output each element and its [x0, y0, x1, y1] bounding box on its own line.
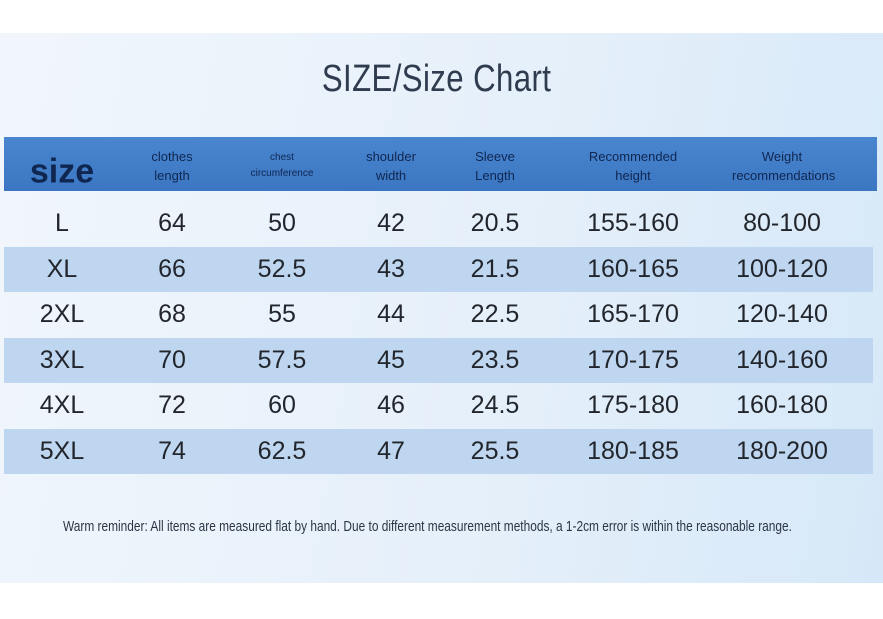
table-cell: 22.5 — [470, 300, 520, 328]
table-cell: 25.5 — [470, 436, 520, 465]
row-stripe — [4, 246, 873, 292]
background-panel — [0, 33, 883, 583]
table-cell: L — [55, 209, 69, 237]
row-stripe — [4, 428, 873, 474]
table-cell: 45 — [377, 345, 405, 374]
table-cell: 70 — [158, 345, 186, 374]
table-cell: 24.5 — [470, 391, 520, 419]
table-cell: 2XL — [39, 300, 85, 328]
table-cell: 62.5 — [257, 436, 307, 465]
title: SIZE/Size Chart — [321, 58, 552, 100]
table-cell: 42 — [377, 209, 405, 237]
table-cell: 72 — [158, 391, 186, 419]
table-cell: 3XL — [39, 345, 85, 374]
table-cell: 20.5 — [470, 209, 520, 237]
note: Warm reminder: All items are measured fl… — [63, 519, 792, 535]
header-cell: Recommended height — [588, 149, 678, 183]
table-cell: 52.5 — [257, 254, 307, 283]
table-cell: 160-180 — [736, 391, 828, 419]
header-cell: size — [29, 152, 95, 191]
header-cell: shoulder width — [366, 149, 416, 183]
header-cell: clothes length — [151, 149, 193, 183]
table-cell: 57.5 — [257, 345, 307, 374]
table-cell: 66 — [158, 254, 186, 283]
table-cell: 165-170 — [587, 300, 679, 328]
table-cell: 60 — [268, 391, 296, 419]
table-cell: 43 — [377, 254, 405, 283]
table-cell: 80-100 — [743, 209, 821, 237]
header-cell: Sleeve Length — [475, 149, 515, 183]
table-cell: 5XL — [39, 436, 85, 465]
table-cell: 140-160 — [736, 345, 828, 374]
table-cell: 155-160 — [587, 209, 679, 237]
table-cell: 120-140 — [736, 300, 828, 328]
table-cell: 160-165 — [587, 254, 679, 283]
table-cell: 46 — [377, 391, 405, 419]
table-cell: 180-185 — [587, 436, 679, 465]
table-cell: XL — [46, 254, 78, 283]
table-cell: 44 — [377, 300, 405, 328]
table-cell: 170-175 — [587, 345, 679, 374]
table-cell: 47 — [377, 436, 405, 465]
table-cell: 175-180 — [587, 391, 679, 419]
table-cell: 4XL — [39, 391, 85, 419]
table-cell: 55 — [268, 300, 296, 328]
table-cell: 21.5 — [470, 254, 520, 283]
table-cell: 180-200 — [736, 436, 828, 465]
header-cell: Weight recommendations — [732, 149, 836, 183]
header-band — [4, 137, 877, 191]
table-cell: 23.5 — [470, 345, 520, 374]
table-cell: 50 — [268, 209, 296, 237]
table-cell: 100-120 — [736, 254, 828, 283]
header-cell: chest circumference — [250, 152, 314, 179]
table-cell: 68 — [158, 300, 186, 328]
row-stripe — [4, 337, 873, 383]
table-cell: 74 — [158, 436, 186, 465]
table-cell: 64 — [158, 209, 186, 237]
